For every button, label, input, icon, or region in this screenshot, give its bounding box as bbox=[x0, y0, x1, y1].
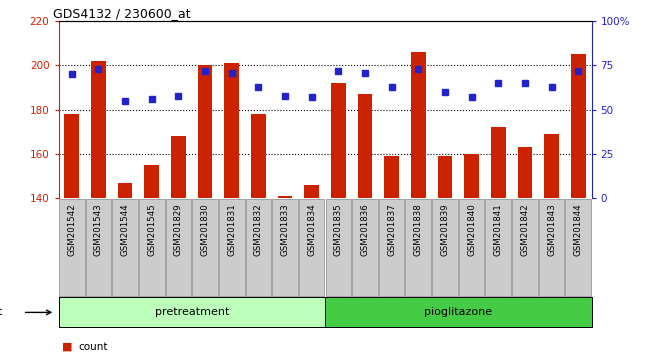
Text: GSM201839: GSM201839 bbox=[441, 203, 449, 256]
Text: GSM201542: GSM201542 bbox=[68, 203, 76, 256]
Bar bbox=[358, 94, 372, 198]
Text: GSM201834: GSM201834 bbox=[307, 203, 316, 256]
Text: GSM201840: GSM201840 bbox=[467, 203, 476, 256]
FancyBboxPatch shape bbox=[219, 199, 244, 296]
Text: count: count bbox=[78, 342, 107, 352]
FancyBboxPatch shape bbox=[326, 199, 351, 296]
FancyBboxPatch shape bbox=[406, 199, 431, 296]
Bar bbox=[517, 147, 532, 198]
Bar bbox=[544, 134, 559, 198]
FancyBboxPatch shape bbox=[566, 199, 591, 296]
Text: GSM201835: GSM201835 bbox=[334, 203, 343, 256]
FancyBboxPatch shape bbox=[246, 199, 271, 296]
Text: GSM201829: GSM201829 bbox=[174, 203, 183, 256]
Text: GSM201844: GSM201844 bbox=[574, 203, 582, 256]
Bar bbox=[411, 52, 426, 198]
Bar bbox=[118, 183, 133, 198]
Bar bbox=[251, 114, 266, 198]
Bar bbox=[571, 55, 586, 198]
Text: GSM201544: GSM201544 bbox=[121, 203, 129, 256]
Text: GSM201830: GSM201830 bbox=[201, 203, 209, 256]
Text: GSM201832: GSM201832 bbox=[254, 203, 263, 256]
Text: GSM201841: GSM201841 bbox=[494, 203, 502, 256]
FancyBboxPatch shape bbox=[512, 199, 538, 296]
Bar bbox=[64, 114, 79, 198]
FancyBboxPatch shape bbox=[379, 199, 404, 296]
Bar bbox=[384, 156, 399, 198]
FancyBboxPatch shape bbox=[486, 199, 511, 296]
Text: GSM201842: GSM201842 bbox=[521, 203, 529, 256]
Bar bbox=[278, 196, 292, 198]
Bar bbox=[331, 83, 346, 198]
Text: GSM201838: GSM201838 bbox=[414, 203, 422, 256]
Bar bbox=[437, 156, 452, 198]
Text: pretreatment: pretreatment bbox=[155, 307, 229, 318]
FancyBboxPatch shape bbox=[272, 199, 298, 296]
FancyBboxPatch shape bbox=[432, 199, 458, 296]
Bar bbox=[198, 65, 213, 198]
FancyBboxPatch shape bbox=[86, 199, 111, 296]
Text: pioglitazone: pioglitazone bbox=[424, 307, 492, 318]
Text: GSM201833: GSM201833 bbox=[281, 203, 289, 256]
FancyBboxPatch shape bbox=[139, 199, 164, 296]
FancyBboxPatch shape bbox=[166, 199, 191, 296]
Bar bbox=[144, 165, 159, 198]
Text: ■: ■ bbox=[62, 342, 72, 352]
Text: agent: agent bbox=[0, 307, 3, 318]
FancyBboxPatch shape bbox=[112, 199, 138, 296]
Text: GDS4132 / 230600_at: GDS4132 / 230600_at bbox=[53, 7, 191, 20]
Bar bbox=[171, 136, 186, 198]
Bar bbox=[325, 297, 592, 327]
Bar bbox=[58, 297, 325, 327]
FancyBboxPatch shape bbox=[59, 199, 84, 296]
Text: GSM201836: GSM201836 bbox=[361, 203, 369, 256]
Text: GSM201545: GSM201545 bbox=[148, 203, 156, 256]
Bar bbox=[91, 61, 106, 198]
Bar bbox=[464, 154, 479, 198]
Text: GSM201843: GSM201843 bbox=[547, 203, 556, 256]
Bar bbox=[491, 127, 506, 198]
Text: GSM201543: GSM201543 bbox=[94, 203, 103, 256]
Text: GSM201837: GSM201837 bbox=[387, 203, 396, 256]
FancyBboxPatch shape bbox=[352, 199, 378, 296]
FancyBboxPatch shape bbox=[459, 199, 484, 296]
FancyBboxPatch shape bbox=[192, 199, 218, 296]
Bar bbox=[304, 185, 319, 198]
Bar bbox=[224, 63, 239, 198]
FancyBboxPatch shape bbox=[299, 199, 324, 296]
FancyBboxPatch shape bbox=[539, 199, 564, 296]
Text: GSM201831: GSM201831 bbox=[227, 203, 236, 256]
